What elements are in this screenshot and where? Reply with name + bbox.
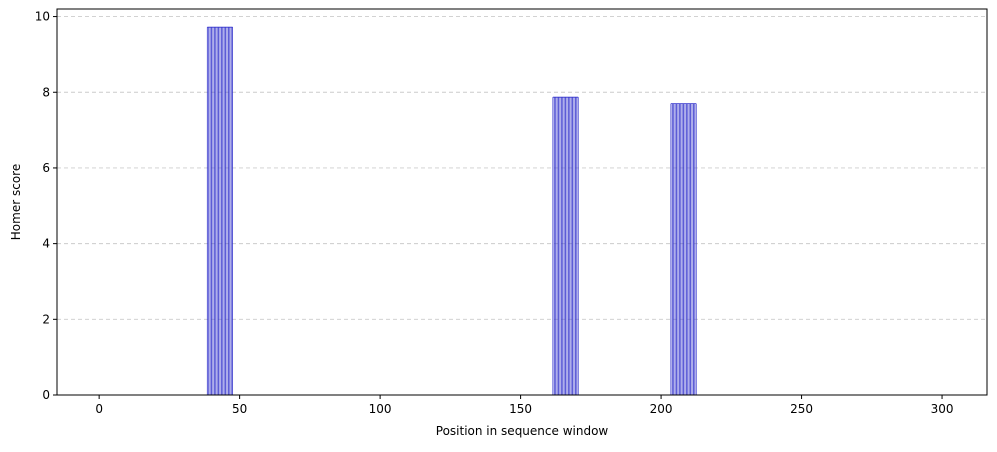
plot-frame [56,8,988,396]
y-tick-label: 2 [42,312,50,326]
bars-layer [206,26,697,395]
x-tick-label: 200 [650,402,673,416]
grid-layer [57,16,987,396]
x-tick-label: 0 [95,402,103,416]
x-tick-label: 100 [369,402,392,416]
y-tick-label: 0 [42,388,50,402]
y-tick-label: 10 [35,10,50,24]
x-tick-label: 250 [790,402,813,416]
y-tick-label: 6 [42,161,50,175]
x-ticks: 0 50 100 150 200 250 300 [95,395,953,416]
y-tick-label: 8 [42,85,50,99]
y-ticks: 0 2 4 6 8 10 [35,10,57,402]
x-tick-label: 50 [232,402,247,416]
x-tick-label: 300 [931,402,954,416]
x-axis-title: Position in sequence window [436,424,609,438]
y-axis-title: Homer score [9,164,23,240]
x-tick-label: 150 [509,402,532,416]
y-tick-label: 4 [42,237,50,251]
